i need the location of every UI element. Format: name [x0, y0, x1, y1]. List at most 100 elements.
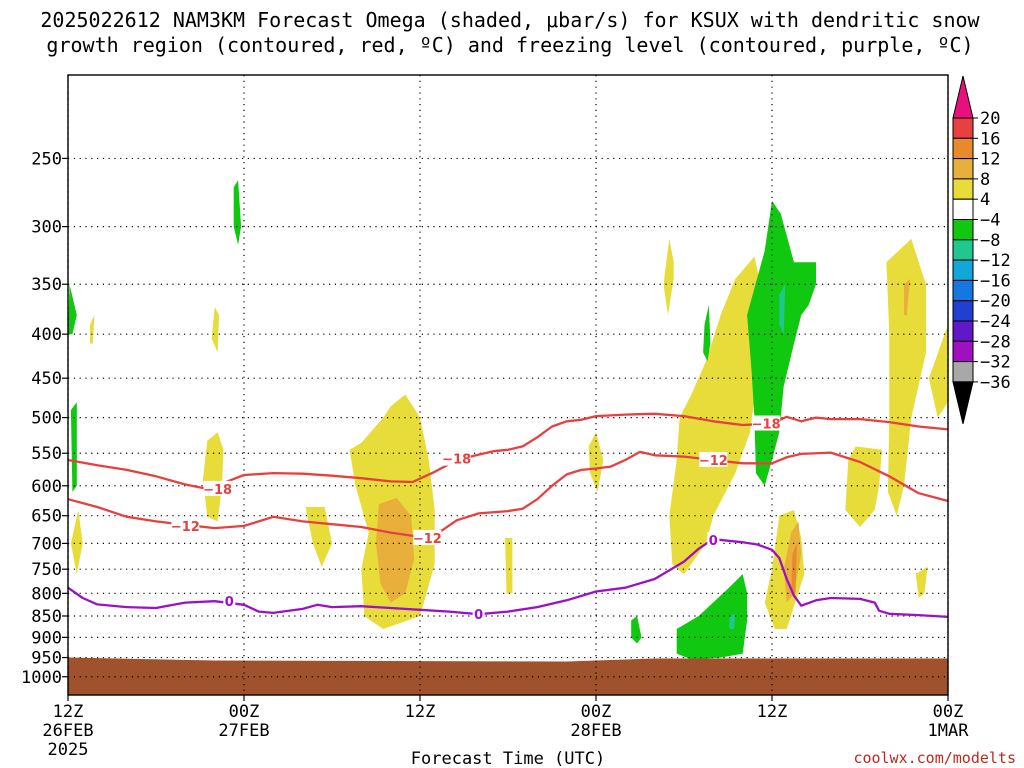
colorbar-label-11: −28 — [980, 332, 1011, 352]
colorbar-swatch-6 — [952, 219, 974, 241]
ground-fill — [68, 657, 948, 695]
x-tick-label: 28FEB — [570, 721, 621, 741]
contour-label--18-0: −18 — [203, 483, 232, 498]
y-tick-label-1000: 1000 — [21, 668, 62, 688]
colorbar-label-7: −12 — [980, 251, 1011, 271]
y-tick-label-650: 650 — [31, 507, 62, 527]
contour-label-0-2: 0 — [709, 534, 718, 549]
omega-region-3 — [305, 507, 332, 567]
y-tick-label-250: 250 — [31, 149, 62, 169]
omega-region-4 — [505, 538, 513, 594]
colorbar-bottom-arrow — [952, 381, 974, 425]
colorbar-label-6: −8 — [980, 231, 1000, 251]
x-axis-label: Forecast Time (UTC) — [411, 749, 605, 768]
contour--12 — [67, 450, 949, 539]
colorbar-swatch-12 — [952, 340, 974, 363]
omega-region-15 — [376, 498, 415, 603]
chart-title-line1: 2025022612 NAM3KM Forecast Omega (shaded… — [40, 8, 980, 32]
y-tick-label-500: 500 — [31, 409, 62, 429]
pressure-axis: 2503003504004505005506006507007508008509… — [21, 149, 68, 688]
colorbar-label-1: 16 — [980, 129, 1000, 149]
colorbar-label-13: −36 — [980, 373, 1011, 393]
colorbar-label-9: −20 — [980, 292, 1011, 312]
x-tick-label: 12Z — [405, 702, 436, 722]
contour-label-bg — [203, 480, 232, 496]
colorbar-label-3: 8 — [980, 170, 990, 190]
omega-region-23 — [233, 180, 242, 245]
x-tick-label: 12Z — [757, 702, 788, 722]
contour-label--18-1: −18 — [442, 453, 471, 468]
contour-label-bg — [707, 532, 720, 548]
y-tick-label-400: 400 — [31, 325, 62, 345]
colorbar-swatch-4 — [952, 178, 974, 200]
y-tick-label-600: 600 — [31, 477, 62, 497]
watermark: coolwx.com/modelts — [853, 749, 1016, 767]
omega-region-22 — [70, 402, 77, 492]
omega-region-12 — [915, 566, 928, 598]
omega-region-7 — [588, 432, 604, 492]
contour-label--18-2: −18 — [752, 418, 781, 433]
x-tick-label: 2025 — [48, 740, 89, 760]
colorbar-swatch-9 — [952, 279, 974, 302]
omega-region-17 — [904, 278, 910, 315]
colorbar-label-4: 4 — [980, 190, 990, 210]
colorbar-swatch-7 — [952, 239, 974, 261]
y-tick-label-800: 800 — [31, 584, 62, 604]
contour-label-bg — [223, 593, 236, 609]
x-tick-label: 00Z — [933, 702, 964, 722]
y-tick-label-750: 750 — [31, 560, 62, 580]
y-tick-label-700: 700 — [31, 534, 62, 554]
x-tick-label: 27FEB — [218, 721, 269, 741]
x-tick-label: 1MAR — [928, 721, 970, 741]
omega-region-14 — [90, 315, 95, 344]
contour-label-bg — [699, 451, 728, 467]
contour-label-bg — [442, 450, 471, 466]
contour-label--12-2: −12 — [699, 454, 728, 469]
y-tick-label-300: 300 — [31, 218, 62, 238]
x-tick-label: 00Z — [581, 702, 612, 722]
y-tick-label-550: 550 — [31, 444, 62, 464]
contour-label-bg — [413, 530, 442, 546]
contour-label-bg — [752, 415, 781, 431]
omega-region-13 — [70, 509, 83, 575]
colorbar-label-12: −32 — [980, 353, 1011, 373]
omega-region-6 — [669, 256, 765, 575]
y-tick-label-850: 850 — [31, 607, 62, 627]
colorbar-label-5: −4 — [980, 211, 1000, 231]
omega-region-9 — [845, 446, 882, 527]
contour-label-bg — [171, 517, 200, 533]
contour-label-bg — [472, 605, 485, 621]
contour-label-0-1: 0 — [474, 608, 483, 623]
plot-frame — [67, 74, 949, 696]
contour-label--12-1: −12 — [413, 532, 442, 547]
x-tick-label: 12Z — [53, 702, 84, 722]
omega-shading — [68, 180, 948, 660]
omega-region-26 — [779, 284, 786, 335]
colorbar-label-2: 12 — [980, 150, 1000, 170]
omega-region-18 — [791, 543, 797, 594]
omega-region-0 — [202, 432, 224, 522]
omega-region-20 — [703, 305, 711, 362]
colorbar-swatch-11 — [952, 320, 974, 342]
omega-region-21 — [68, 284, 77, 335]
omega-region-5 — [663, 238, 674, 315]
colorbar-swatch-10 — [952, 300, 974, 322]
contour-label-0-0: 0 — [225, 595, 234, 610]
y-tick-label-900: 900 — [31, 628, 62, 648]
colorbar-label-10: −24 — [980, 312, 1011, 332]
x-tick-label: 26FEB — [42, 721, 93, 741]
omega-region-1 — [211, 307, 220, 353]
omega-region-10 — [886, 238, 926, 516]
ground-surface — [68, 657, 948, 695]
y-tick-label-450: 450 — [31, 369, 62, 389]
omega-region-25 — [676, 574, 748, 660]
colorbar-swatch-2 — [952, 137, 974, 160]
colorbar-swatch-8 — [952, 259, 974, 281]
colorbar-label-0: 20 — [980, 109, 1000, 129]
contour-label--12-0: −12 — [171, 520, 200, 535]
colorbar-top-arrow — [952, 75, 974, 119]
omega-region-24 — [631, 616, 642, 644]
colorbar-swatch-13 — [952, 361, 974, 383]
